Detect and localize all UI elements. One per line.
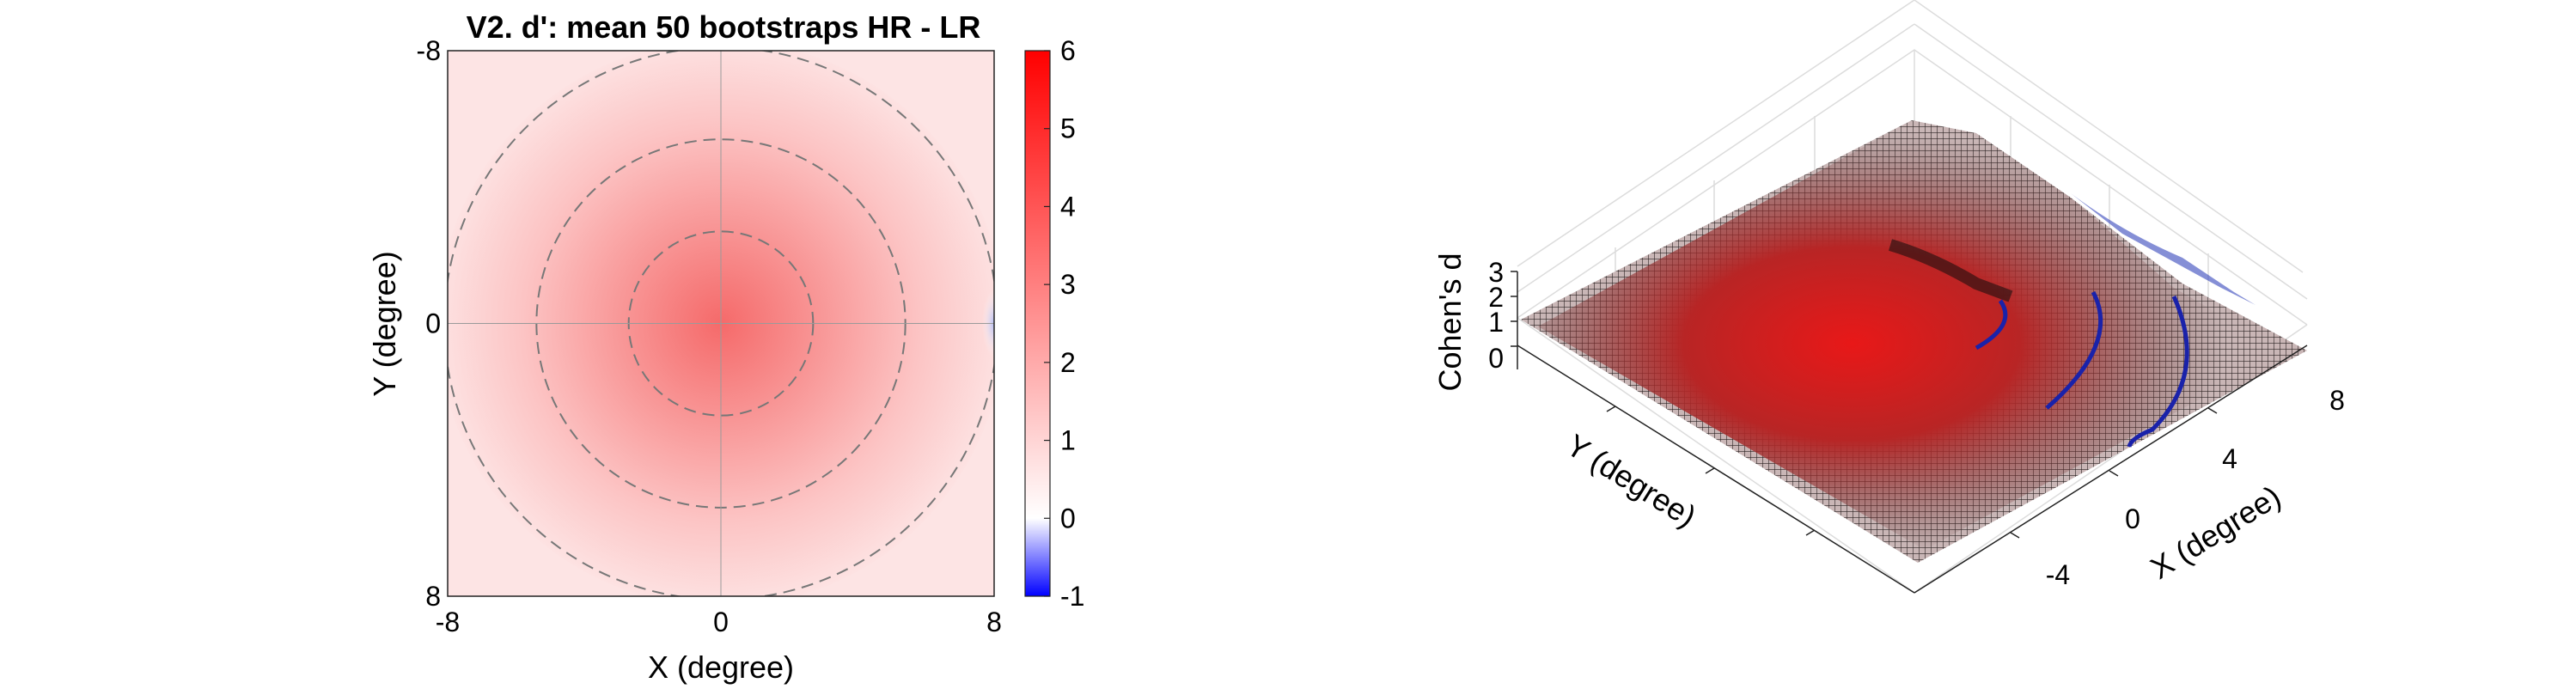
z-axis-ticks <box>1511 271 1517 347</box>
colorbar <box>1024 50 1051 597</box>
heatmap-panel: V2. d': mean 50 bootstraps HR - LR -8 0 8 … <box>367 9 1084 685</box>
chart-title: V2. d': mean 50 bootstraps HR - LR <box>467 9 981 45</box>
contour-line-middle <box>2045 290 2103 410</box>
contour-line-outer <box>2127 295 2189 448</box>
x-axis-label: X (degree) <box>648 649 794 685</box>
x-axis-label-3d: X (degree) <box>2144 479 2286 586</box>
y-axis-label-3d: Y (degree) <box>1560 427 1702 534</box>
y-axis-line <box>1517 344 1915 594</box>
surface-peak <box>1538 120 2286 550</box>
negative-region-surface <box>2071 193 2256 305</box>
colorbar-tick-label: -1 <box>1060 581 1084 612</box>
colorbar-tick-label: 6 <box>1060 35 1076 66</box>
x-tick-label: -8 <box>436 607 460 637</box>
z-tick-label: 1 <box>1488 307 1504 338</box>
colorbar-ticks: 6 5 4 3 2 1 0 -1 <box>1044 35 1084 612</box>
y-tick-label: 8 <box>425 581 441 612</box>
x-tick-label-3d: -4 <box>2046 559 2070 590</box>
x-tick-label-3d: 8 <box>2329 385 2345 416</box>
y-tick-label: -8 <box>417 35 441 66</box>
crosshair-lines <box>448 51 994 596</box>
x-tick-label: 8 <box>986 607 1002 637</box>
z-tick-labels: 0 123 <box>1488 257 1504 374</box>
colorbar-tick-label: 4 <box>1060 191 1076 222</box>
colorbar-tick-label: 3 <box>1060 269 1076 300</box>
x-tick-labels-3d: -4 0 4 8 <box>2046 385 2345 590</box>
x-axis-ticks <box>2010 407 2218 539</box>
y-tick-labels: -8 0 8 <box>417 35 441 612</box>
surface-panel: 0 123 -4 0 4 8 Cohen's d Y (degree) X (degre… <box>1432 0 2345 594</box>
x-axis-line <box>1914 344 2308 594</box>
y-tick-label: 0 <box>425 308 441 339</box>
y-axis-ticks <box>1606 405 1816 536</box>
colorbar-tick-label: 2 <box>1060 347 1076 378</box>
y-axis-label: Y (degree) <box>367 251 402 396</box>
plot-frame <box>447 50 995 597</box>
x-tick-labels: -8 0 8 <box>436 607 1002 637</box>
z-tick-label: 3 <box>1488 257 1504 288</box>
x-tick-label-3d: 4 <box>2222 443 2237 474</box>
surface-ridge-shadow <box>1888 239 2013 302</box>
z-tick-label: 0 <box>1488 343 1504 374</box>
colorbar-tick-label: 0 <box>1060 503 1076 534</box>
z-tick-label: 2 <box>1488 282 1504 313</box>
colorbar-tick-label: 1 <box>1060 425 1076 456</box>
contour-line-inner <box>1975 299 2008 351</box>
x-tick-label: 0 <box>713 607 729 637</box>
z-axis-label: Cohen's d <box>1432 253 1468 392</box>
x-tick-label-3d: 0 <box>2125 503 2140 534</box>
colorbar-tick-label: 5 <box>1060 113 1076 144</box>
